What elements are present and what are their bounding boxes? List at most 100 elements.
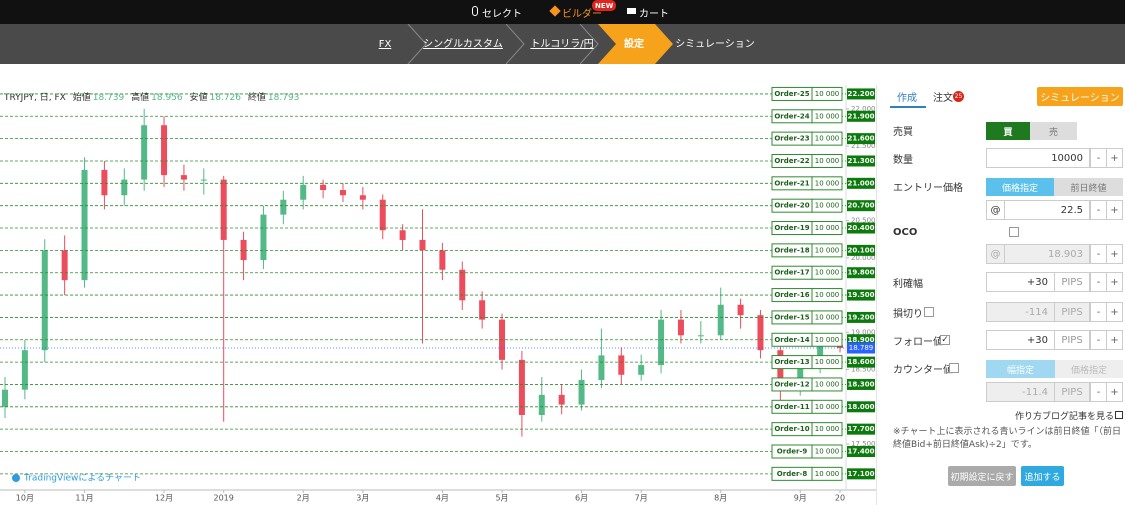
field-label: 売買	[893, 126, 913, 138]
order-box	[811, 153, 843, 168]
tab[interactable]: 作成	[897, 92, 917, 104]
current-step	[598, 24, 673, 64]
x-tick-label: 8月	[714, 494, 727, 503]
order-quantity: 10 000	[815, 135, 840, 143]
cart-icon	[627, 8, 636, 14]
candle-body	[339, 190, 346, 196]
candle-body	[737, 304, 744, 316]
follow-checkbox[interactable]: ✓	[940, 335, 950, 345]
order-price: 17.400	[847, 447, 874, 455]
sl-checkbox[interactable]	[924, 307, 934, 317]
order-name: Order-23	[774, 135, 809, 143]
crumb: シミュレーション	[675, 39, 755, 50]
candle-body	[161, 125, 168, 176]
oco-checkbox[interactable]	[1009, 227, 1019, 237]
order-price: 19.500	[847, 291, 874, 299]
chart-header: TRYJPY, 日, FX 始値 18.739 高値 18.956 安値 18.726…	[3, 91, 299, 103]
reset-button[interactable]: 初期設定に戻す	[948, 466, 1016, 486]
entry-input[interactable]: 22.5	[1004, 200, 1090, 220]
plus-button[interactable]: +	[1106, 272, 1123, 292]
candle-body	[658, 319, 665, 366]
order-box	[811, 310, 843, 325]
minus-button[interactable]: -	[1090, 200, 1107, 220]
oco-input: 18.903	[1004, 244, 1090, 264]
candle-body	[598, 355, 605, 380]
y-tick-label: 17.500	[851, 440, 876, 448]
x-tick-label: 6月	[575, 494, 588, 503]
crumb[interactable]: トルコリラ/円	[530, 38, 593, 50]
order-box	[811, 422, 843, 437]
plus-button[interactable]: +	[1106, 330, 1123, 350]
y-tick-label: 22.000	[851, 105, 876, 113]
x-tick-label: 3月	[356, 494, 369, 503]
y-tick-label: 20.500	[851, 217, 876, 225]
minus-button[interactable]: -	[1090, 272, 1107, 292]
order-name: Order-14	[774, 336, 809, 344]
candle-body	[101, 169, 108, 196]
plus-button[interactable]: +	[1106, 200, 1123, 220]
order-price-bg	[847, 468, 875, 480]
minus-button[interactable]: -	[1090, 148, 1107, 168]
order-price: 20.100	[847, 246, 874, 254]
minus-button[interactable]: -	[1090, 330, 1107, 350]
tab-underline	[890, 106, 926, 108]
tp-input[interactable]: +30	[986, 272, 1055, 292]
candle-body	[81, 169, 88, 281]
x-tick-label: 2019	[214, 494, 234, 503]
nav-item[interactable]: カート	[639, 8, 669, 20]
order-price: 18.000	[847, 403, 874, 411]
nav-item[interactable]: ビルダー	[562, 8, 602, 20]
order-quantity: 10 000	[815, 425, 840, 433]
order-box	[811, 444, 843, 459]
x-tick-label: 20	[835, 494, 845, 503]
order-name: Order-20	[774, 202, 809, 210]
buy-button[interactable]: 買	[986, 122, 1030, 140]
order-box	[811, 243, 843, 258]
select-icon	[472, 6, 478, 16]
order-price: 22.200	[847, 90, 874, 98]
order-name: Order-12	[774, 380, 809, 388]
order-price-bg	[847, 378, 875, 390]
field-label: フォロー値	[893, 336, 943, 348]
note: ※チャート上に表示される青いラインは前日終値「（前日終値Bid+前日終値Ask)…	[893, 427, 1121, 450]
order-price: 18.900	[847, 336, 874, 344]
order-quantity: 10 000	[815, 157, 840, 165]
order-price: 21.600	[847, 135, 874, 143]
watermark[interactable]: TradingViewによるチャート	[23, 473, 141, 484]
nav-item[interactable]: セレクト	[482, 8, 522, 20]
chevron	[579, 24, 599, 64]
x-tick-label: 10月	[16, 494, 34, 503]
follow-input[interactable]: +30	[986, 330, 1055, 350]
tab[interactable]: 注文	[933, 92, 953, 104]
quantity-input[interactable]: 10000	[986, 148, 1090, 168]
order-quantity: 10 000	[815, 380, 840, 388]
simulate-button[interactable]: シミュレーション	[1037, 87, 1123, 106]
order-price: 20.700	[847, 202, 874, 210]
order-price-bg	[847, 356, 875, 368]
blog-link[interactable]: 作り方ブログ記事を見る	[1014, 411, 1114, 422]
chevron	[407, 24, 427, 64]
order-name: Order-19	[774, 224, 809, 232]
plus-button[interactable]: +	[1106, 148, 1123, 168]
candle-body	[61, 250, 68, 281]
y-tick-label: 18.500	[851, 366, 876, 374]
entry-option[interactable]: 前日終値	[1054, 178, 1123, 196]
ohlc-label: 終値	[248, 91, 266, 103]
entry-option[interactable]: 価格指定	[986, 178, 1054, 196]
crumb: 設定	[624, 37, 644, 50]
add-button[interactable]: 追加する	[1021, 466, 1064, 486]
at-prefix: @	[986, 244, 1005, 264]
field-label: エントリー価格	[893, 182, 963, 194]
y-tick-label: 21.500	[851, 142, 876, 150]
counter-checkbox[interactable]	[949, 363, 959, 373]
sell-button[interactable]: 売	[1030, 122, 1077, 140]
order-name: Order-10	[774, 425, 809, 433]
chevron	[505, 24, 525, 64]
crumb[interactable]: シングルカスタム	[423, 37, 503, 50]
order-quantity: 10 000	[815, 246, 840, 254]
top-bar	[0, 0, 1125, 24]
order-name: Order-17	[774, 269, 809, 277]
order-price: 21.000	[847, 179, 874, 187]
crumb[interactable]: FX	[379, 39, 392, 50]
minus-button: -	[1090, 302, 1107, 322]
